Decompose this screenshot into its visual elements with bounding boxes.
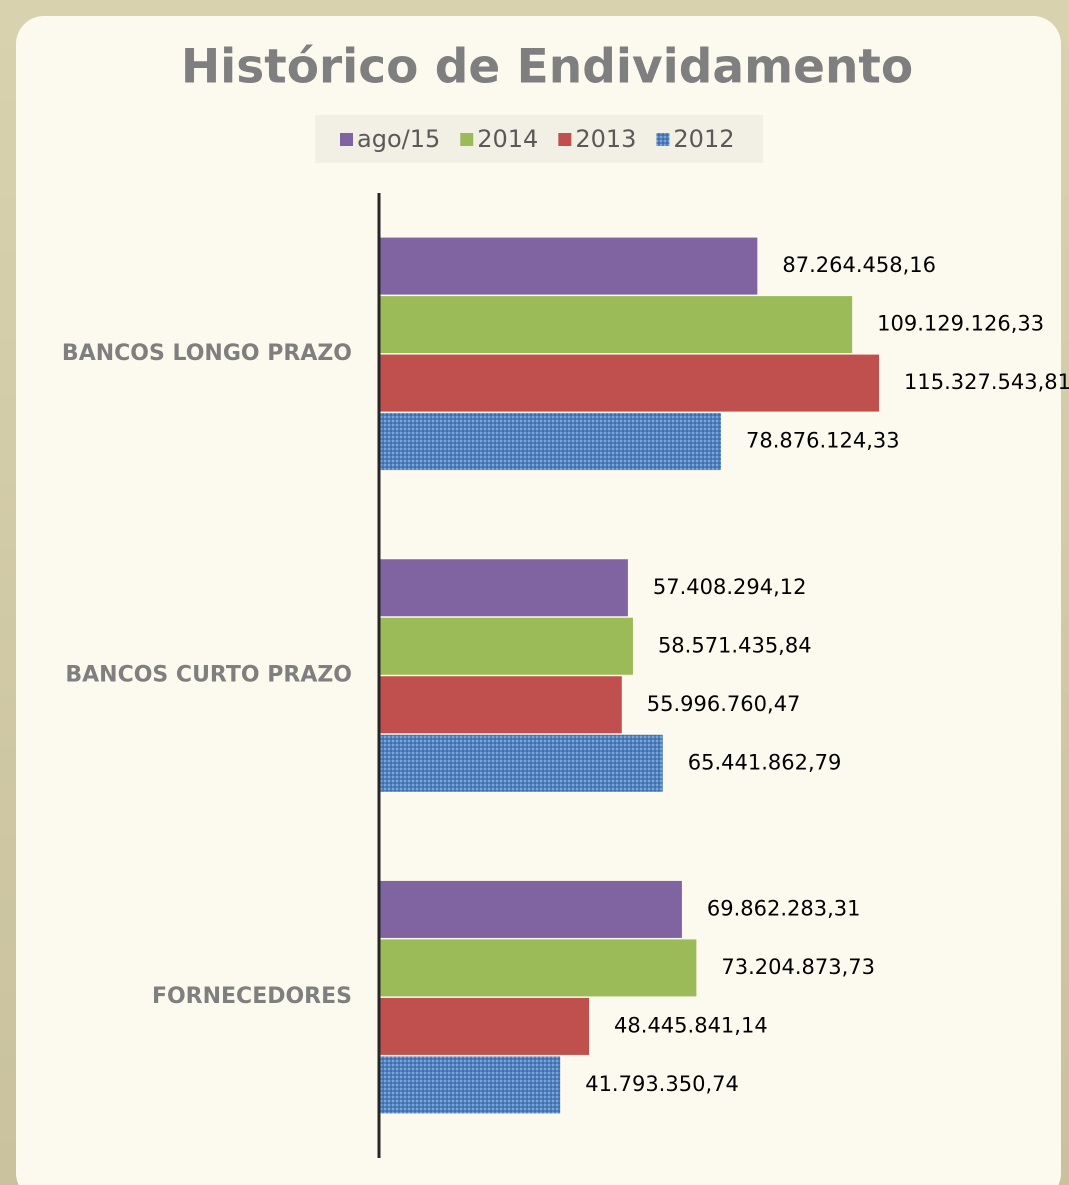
chart-title: Histórico de Endividamento	[181, 40, 913, 95]
legend-label: 2012	[673, 125, 734, 153]
value-label: 65.441.862,79	[688, 750, 842, 774]
legend-label: 2013	[575, 125, 636, 153]
value-label: 78.876.124,33	[746, 429, 900, 453]
legend-label: ago/15	[357, 125, 440, 153]
bar	[379, 939, 697, 997]
value-label: 69.862.283,31	[707, 896, 861, 920]
legend-marker	[340, 133, 353, 146]
category-label: BANCOS LONGO PRAZO	[62, 341, 352, 366]
category-label: FORNECEDORES	[152, 984, 352, 1009]
value-label: 87.264.458,16	[782, 253, 936, 277]
legend-label: 2014	[477, 125, 538, 153]
value-label: 58.571.435,84	[658, 633, 812, 657]
bar	[379, 880, 682, 938]
value-label: 57.408.294,12	[653, 575, 807, 599]
category-label: BANCOS CURTO PRAZO	[65, 663, 352, 688]
value-label: 73.204.873,73	[721, 955, 875, 979]
bar	[379, 997, 590, 1055]
value-label: 41.793.350,74	[585, 1072, 739, 1096]
bar	[379, 734, 663, 792]
value-label: 115.327.543,81	[904, 370, 1069, 394]
value-label: 109.129.126,33	[877, 312, 1044, 336]
value-label: 55.996.760,47	[647, 692, 801, 716]
bar	[379, 676, 622, 734]
legend-marker	[656, 133, 670, 146]
legend: ago/15 2014 2013 2012	[340, 125, 734, 153]
bar	[379, 617, 633, 675]
legend-marker	[558, 133, 572, 146]
bar	[379, 1056, 561, 1114]
bar	[379, 559, 628, 617]
bar	[379, 237, 758, 295]
legend-box	[315, 115, 763, 163]
bar	[379, 354, 880, 412]
bar	[379, 296, 853, 354]
value-label: 48.445.841,14	[614, 1013, 768, 1037]
bar	[379, 413, 721, 471]
legend-marker	[460, 133, 474, 146]
